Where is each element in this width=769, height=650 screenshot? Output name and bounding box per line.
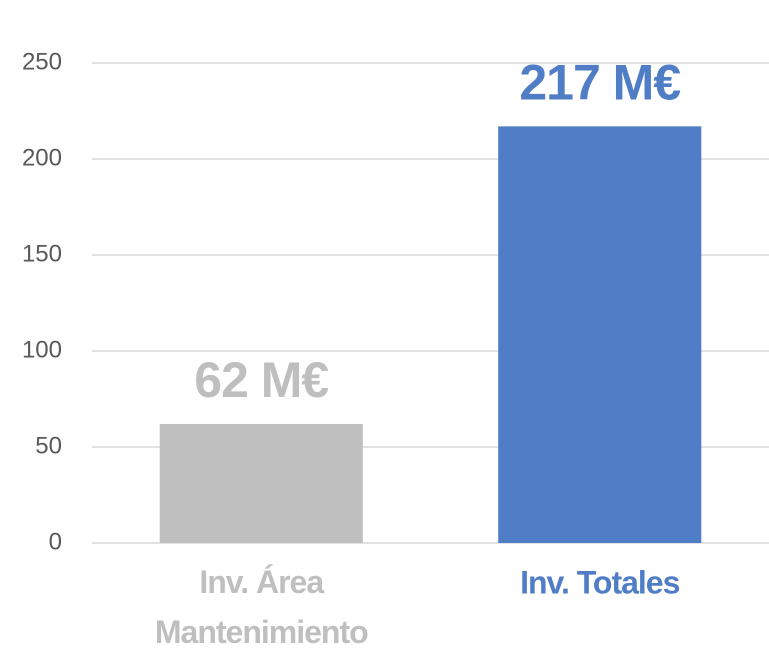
y-tick-label: 100: [22, 336, 62, 363]
value-label: 217 M€: [519, 55, 680, 111]
y-tick-label: 250: [22, 48, 62, 75]
y-tick-label: 150: [22, 240, 62, 267]
y-tick-label: 200: [22, 144, 62, 171]
x-tick-label: Inv. Totales: [520, 564, 680, 600]
bar: [498, 126, 702, 544]
bar: [159, 423, 363, 543]
x-tick-label: Inv. Área Mantenimiento: [155, 564, 368, 650]
y-tick-label: 0: [49, 528, 62, 555]
y-tick-label: 50: [35, 432, 62, 459]
value-label: 62 M€: [194, 352, 328, 408]
